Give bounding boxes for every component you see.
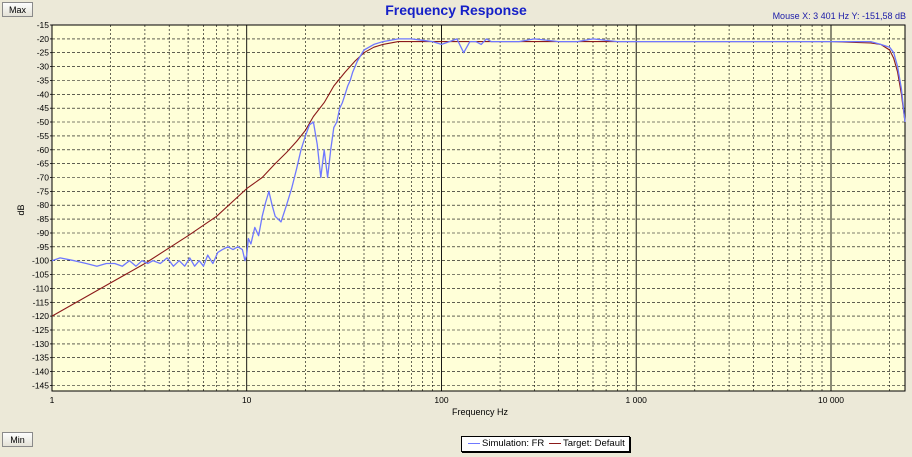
y-tick-label: -115: [33, 297, 50, 307]
y-tick-label: -85: [37, 214, 50, 224]
mouse-x-readout: Mouse X: 3 401 Hz: [772, 11, 850, 21]
x-tick-label: 1 000: [626, 395, 648, 405]
legend-label-target: Target: Default: [562, 438, 625, 449]
plot-area[interactable]: [51, 24, 906, 392]
y-tick-label: -145: [32, 381, 49, 391]
x-tick-label: 1: [50, 395, 55, 405]
y-tick-label: -20: [37, 34, 50, 44]
min-button[interactable]: Min: [2, 432, 33, 447]
y-tick-label: -110: [33, 283, 50, 293]
y-tick-label: -30: [37, 62, 50, 72]
y-tick-label: -130: [32, 339, 49, 349]
x-tick-labels: 1 10 100 1 000 10 000: [50, 395, 845, 405]
y-tick-label: -45: [37, 103, 50, 113]
y-tick-label: -120: [32, 311, 49, 321]
grid-lines: [51, 24, 905, 391]
y-tick-label: -90: [37, 228, 50, 238]
x-tick-label: 100: [434, 395, 448, 405]
y-tick-label: -25: [37, 48, 50, 58]
y-tick-label: -80: [37, 200, 50, 210]
y-tick-label: -35: [37, 76, 50, 86]
y-axis-label: dB: [16, 204, 26, 215]
y-tick-label: -65: [37, 159, 50, 169]
y-tick-label: -15: [37, 20, 50, 30]
y-tick-label: -100: [32, 256, 49, 266]
y-tick-label: -75: [37, 186, 50, 196]
x-axis-label: Frequency Hz: [452, 407, 509, 417]
legend-label-simulation: Simulation: FR: [482, 438, 545, 449]
chart-title: Frequency Response: [385, 2, 527, 18]
y-tick-label: -50: [37, 117, 50, 127]
data-series: [51, 38, 906, 317]
y-tick-label: -105: [32, 270, 49, 280]
y-tick-label: -95: [37, 242, 50, 252]
y-tick-label: -55: [37, 131, 50, 141]
series-line-simulation: [51, 38, 906, 267]
y-tick-label: -60: [37, 145, 50, 155]
legend-swatch-target: [548, 442, 561, 444]
y-tick-labels: -15 -20 -25 -30 -35 -40 -45 -50 -55 -60 -65 -70 -75 -…: [32, 20, 52, 391]
max-button[interactable]: Max: [2, 2, 33, 17]
x-tick-label: 10 000: [818, 395, 844, 405]
mouse-y-readout: Y: -151,58 dB: [851, 11, 906, 21]
y-tick-label: -70: [37, 173, 50, 183]
legend-swatch-simulation: [468, 442, 480, 444]
y-tick-label: -140: [32, 367, 49, 377]
x-tick-label: 10: [242, 395, 252, 405]
y-tick-label: -40: [37, 89, 50, 99]
y-tick-label: -135: [32, 353, 49, 363]
y-tick-label: -125: [32, 325, 49, 335]
mouse-readout: Mouse X: 3 401 Hz Y: -151,58 dB: [773, 11, 906, 21]
legend: Simulation: FR Target: Default: [461, 436, 630, 452]
